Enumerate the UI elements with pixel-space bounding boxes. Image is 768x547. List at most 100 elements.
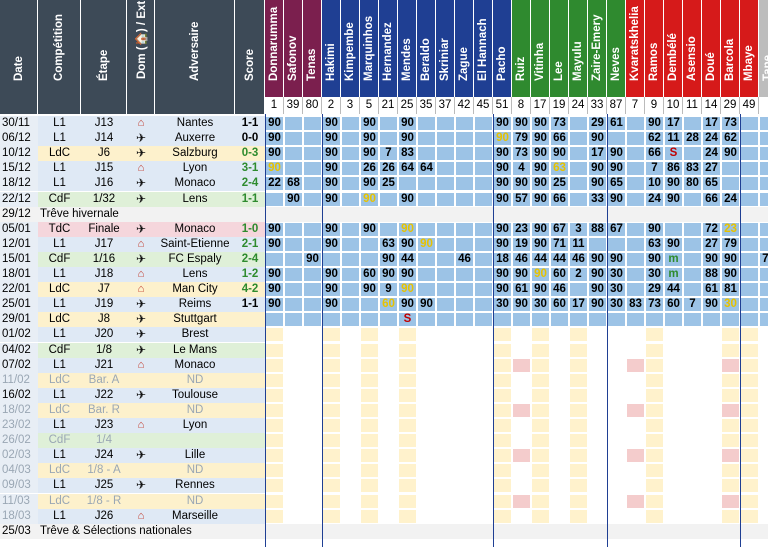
- match-row[interactable]: 04/02 CdF 1/8 ✈ Le Mans: [0, 342, 768, 358]
- match-row[interactable]: 18/02 LdC Bar. R ND: [0, 402, 768, 418]
- player-cell: [589, 495, 606, 508]
- player-name: Donnarumma: [268, 6, 280, 81]
- match-row[interactable]: 18/03 L1 J26 ⌂ Marseille: [0, 508, 768, 524]
- match-row[interactable]: 25/01 L1 J19 ✈ Reims 1-1 90 90 60 90 90 30 90 30 60 17 9…: [0, 297, 768, 313]
- player-cell: [475, 479, 492, 492]
- player-cell: 90: [380, 252, 397, 266]
- match-competition: L1: [53, 509, 66, 522]
- match-row[interactable]: 06/12 L1 J14 ✈ Auxerre 0-0 90 90 90 90 90 79 90 66 90 6…: [0, 131, 768, 147]
- match-score: [235, 433, 265, 448]
- player-cell: [380, 449, 397, 462]
- player-cell: [532, 434, 549, 448]
- match-competition: LdC: [48, 403, 71, 416]
- player-cell: [570, 313, 587, 327]
- date-bg: [0, 448, 38, 464]
- player-cell: [608, 434, 625, 447]
- player-cell: [342, 177, 359, 191]
- match-stage: J15: [94, 162, 114, 175]
- player-header-26: Tape: [759, 0, 768, 97]
- player-name: Zague: [458, 47, 470, 81]
- player-cell: [684, 192, 701, 206]
- player-cell: [456, 464, 473, 477]
- match-info-bg: [38, 282, 265, 298]
- player-number: 17: [531, 97, 550, 114]
- match-row[interactable]: 29/01 LdC J8 ✈ Stuttgart S: [0, 312, 768, 328]
- match-row[interactable]: 18/01 L1 J18 ⌂ Lens 1-2 90 90 60 90 90 90 90 90 60 2 90 3…: [0, 267, 768, 282]
- match-row[interactable]: 30/11 L1 J13 ⌂ Nantes 1-1 90 90 90 90 90 90 90 73 29 61…: [0, 116, 768, 131]
- player-cell: [456, 344, 473, 357]
- player-cell: [627, 328, 644, 341]
- match-date: 18/01: [2, 268, 31, 280]
- match-date: 18/12: [2, 177, 31, 190]
- player-cell: [722, 328, 739, 342]
- match-row[interactable]: 04/03 LdC 1/8 - A ND: [0, 463, 768, 479]
- player-cell: [266, 358, 283, 372]
- player-cell: [475, 147, 492, 161]
- match-stage: 1/32: [92, 192, 116, 205]
- header-dom-num: [127, 97, 155, 114]
- player-cell: [760, 177, 768, 191]
- player-cell: [399, 509, 416, 523]
- match-date: 15/01: [2, 252, 31, 265]
- match-row[interactable]: 22/01 LdC J7 ⌂ Man City 4-2 90 90 90 9 90 90 61 90 46 9…: [0, 282, 768, 298]
- player-cell: [722, 313, 739, 327]
- date-bg: [0, 433, 38, 449]
- match-opponent: Nantes: [176, 117, 214, 129]
- player-cell: [437, 510, 454, 523]
- player-cell: 90: [266, 132, 283, 146]
- player-cell: 7: [646, 162, 663, 176]
- player-cell: [494, 434, 511, 448]
- player-cell: [741, 192, 758, 206]
- match-row[interactable]: 15/12 L1 J15 ⌂ Lyon 3-1 90 90 26 26 64 64 90 4 90 63 90 9…: [0, 161, 768, 177]
- match-row[interactable]: 22/12 CdF 1/32 ✈ Lens 1-1 90 90 90 90 90 57 90 66 33 90…: [0, 191, 768, 207]
- player-cell: [456, 268, 473, 281]
- player-cell: [342, 313, 359, 327]
- player-cell: [475, 222, 492, 236]
- match-row[interactable]: 05/01 TdC Finale ✈ Monaco 1-0 90 90 90 90 90 23 90 67…: [0, 221, 768, 237]
- player-cell: [304, 192, 321, 206]
- match-row[interactable]: 11/03 LdC 1/8 - R ND: [0, 493, 768, 509]
- player-cell: [418, 449, 435, 462]
- header-competition-num: [38, 97, 81, 114]
- player-cell: [304, 268, 321, 281]
- match-row[interactable]: 16/02 L1 J22 ✈ Toulouse: [0, 387, 768, 403]
- player-cell: 90: [399, 237, 416, 251]
- match-row[interactable]: 09/03 L1 J25 ✈ Rennes: [0, 478, 768, 494]
- match-row[interactable]: 10/12 LdC J6 ✈ Salzburg 0-3 90 90 90 7 83 90 73 90 90 1…: [0, 146, 768, 162]
- player-cell: [361, 298, 378, 312]
- match-info-bg: [38, 236, 265, 252]
- match-row[interactable]: 26/02 CdF 1/4: [0, 433, 768, 449]
- player-cell: [494, 464, 511, 478]
- player-cell: [380, 374, 397, 387]
- player-cell: [551, 389, 568, 402]
- match-row[interactable]: 07/02 L1 J21 ⌂ Monaco: [0, 357, 768, 373]
- match-row[interactable]: 18/12 L1 J16 ✈ Monaco 2-4 22 68 90 90 25 90 90 90 25 90…: [0, 176, 768, 192]
- match-row[interactable]: 02/03 L1 J24 ✈ Lille: [0, 448, 768, 464]
- player-cell: [722, 479, 739, 493]
- match-score: [235, 312, 265, 327]
- player-cell: 46: [456, 252, 473, 266]
- player-cell: 26: [380, 162, 397, 176]
- match-row[interactable]: 12/01 L1 J17 ⌂ Saint-Etienne 2-1 90 90 63 90 90 90 1…: [0, 236, 768, 252]
- player-cell: [323, 252, 340, 266]
- match-score: 0-3: [241, 147, 259, 160]
- player-cell: 44: [399, 252, 416, 266]
- match-stage: J26: [94, 509, 114, 522]
- match-row[interactable]: 15/01 CdF 1/16 ✈ FC Espaly 2-4 90 90 44 46 18 46 44 4…: [0, 251, 768, 267]
- match-row[interactable]: 01/02 L1 J20 ✈ Brest: [0, 327, 768, 343]
- match-row[interactable]: 25/03 Trêve & Sélections nationales: [0, 523, 768, 539]
- match-row[interactable]: 11/02 LdC Bar. A ND: [0, 372, 768, 388]
- player-header-9: Skriniar: [436, 0, 455, 97]
- player-cell: 24: [646, 192, 663, 206]
- match-info-bg: [38, 387, 265, 403]
- player-cell: [627, 494, 644, 508]
- player-cell: [608, 464, 625, 477]
- player-cell: 90: [494, 237, 511, 251]
- match-stage: J16: [94, 177, 114, 190]
- player-cell: [494, 313, 511, 327]
- match-row[interactable]: 23/02 L1 J23 ⌂ Lyon: [0, 418, 768, 433]
- player-cell: [418, 404, 435, 417]
- match-date: 29/12: [2, 207, 31, 220]
- match-row[interactable]: 29/12 Trêve hivernale: [0, 206, 768, 222]
